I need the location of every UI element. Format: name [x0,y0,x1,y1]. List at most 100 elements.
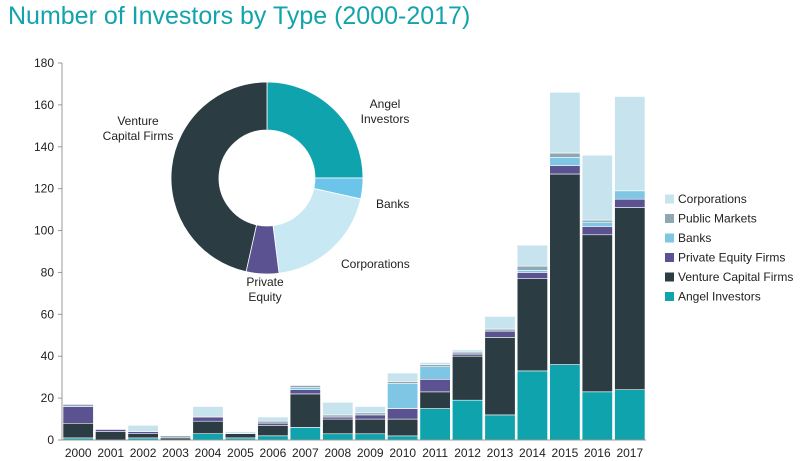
bar-2014-private-equity-firms [516,272,548,279]
bar-2010-venture-capital-firms [387,418,419,437]
x-tick-label: 2006 [260,446,287,460]
y-tick-label: 0 [47,433,54,447]
bar-2000-private-equity-firms [62,406,94,424]
legend-label: Private Equity Firms [678,251,785,265]
bar-2017-private-equity-firms [614,198,646,208]
bar-2011-venture-capital-firms [419,391,451,409]
x-tick-label: 2016 [584,446,611,460]
bar-2014-public-markets [516,265,548,271]
bar-2015-corporations [549,92,581,154]
y-tick-label: 80 [41,265,55,279]
legend-label: Banks [678,231,711,245]
x-tick-label: 2010 [389,446,416,460]
bar-2007-private-equity-firms [289,389,321,395]
bar-2004-angel-investors [192,433,224,441]
bar-2014-corporations [516,244,548,267]
x-tick-label: 2011 [422,446,448,460]
bar-2008-public-markets [322,414,354,418]
y-tick-label: 20 [41,391,55,405]
bar-2016-angel-investors [581,391,613,441]
legend: Corporations Public Markets Banks Private E… [665,192,793,304]
x-tick-label: 2012 [454,446,481,460]
bar-2006-corporations [257,416,289,422]
y-tick-label: 60 [41,307,55,321]
bars-layer [62,92,646,441]
bar-2017-angel-investors [614,389,646,441]
bar-2008-angel-investors [322,433,354,441]
bar-2007-angel-investors [289,427,321,441]
bar-2016-venture-capital-firms [581,234,613,393]
x-tick-label: 2017 [616,446,643,460]
bar-2004-corporations [192,406,224,418]
x-tick-label: 2003 [162,446,189,460]
bar-2008-venture-capital-firms [322,418,354,435]
x-tick-label: 2013 [487,446,514,460]
bar-2016-banks [581,221,613,227]
y-tick-label: 120 [34,182,54,196]
bar-2010-public-markets [387,381,419,384]
bar-2013-angel-investors [484,414,516,441]
legend-swatch [665,233,674,243]
bar-2010-corporations [387,372,419,382]
x-tick-label: 2009 [357,446,384,460]
bar-2009-angel-investors [354,433,386,441]
bar-2010-private-equity-firms [387,408,419,420]
bar-2007-venture-capital-firms [289,393,321,428]
axis-layer: 0 20 40 60 80 100 120 140 160 180 2000 2001 2002 2003… [34,56,646,460]
bar-2011-corporations [419,362,451,365]
bar-2012-private-equity-firms [451,353,483,357]
bar-2013-corporations [484,316,516,330]
x-tick-label: 2000 [65,446,92,460]
bar-2006-venture-capital-firms [257,424,289,437]
bar-2015-venture-capital-firms [549,173,581,365]
donut-slice-angel-investors [266,81,364,179]
x-tick-label: 2007 [292,446,319,460]
bar-2003-public-markets [160,435,192,439]
bar-2000-public-markets [62,404,94,407]
x-tick-label: 2004 [195,446,222,460]
bar-2016-corporations [581,154,613,221]
x-tick-label: 2014 [519,446,546,460]
legend-label: Angel Investors [678,290,761,304]
legend-swatch [665,194,674,204]
bar-2002-private-equity-firms [127,431,159,435]
legend-swatch [665,214,674,223]
x-tick-label: 2005 [227,446,254,460]
bar-2004-venture-capital-firms [192,420,224,435]
bar-2007-banks [289,387,321,391]
bar-2001-venture-capital-firms [95,431,127,441]
bar-2016-public-markets [581,219,613,223]
donut-label-angel: Angel Investors [361,97,410,126]
bar-2001-private-equity-firms [95,429,127,432]
bar-2017-banks [614,190,646,200]
donut-label-corporations: Corporations [341,257,410,271]
bar-2015-angel-investors [549,364,581,441]
bar-2016-private-equity-firms [581,226,613,236]
chart-title: Number of Investors by Type (2000-2017) [8,2,471,30]
x-tick-label: 2002 [130,446,157,460]
donut-slice-venture-capital-firms [170,81,268,273]
bar-2009-public-markets [354,412,386,416]
legend-swatch [665,292,674,301]
bar-2011-private-equity-firms [419,378,451,393]
donut-label-vc: Venture Capital Firms [103,114,174,143]
x-tick-label: 2001 [97,446,124,460]
bar-2012-venture-capital-firms [451,355,483,401]
bar-2010-angel-investors [387,435,419,441]
bar-2004-private-equity-firms [192,416,224,422]
bar-2013-venture-capital-firms [484,337,516,416]
bar-2002-corporations [127,424,159,432]
bar-2009-venture-capital-firms [354,418,386,435]
bar-2007-public-markets [289,385,321,388]
legend-swatch [665,272,674,282]
x-tick-label: 2008 [324,446,351,460]
bar-2014-banks [516,270,548,273]
y-tick-label: 100 [34,224,54,238]
y-tick-label: 180 [34,56,54,70]
donut-label-pe: Private Equity [246,275,284,304]
donut-label-banks: Banks [376,197,409,211]
bar-2005-corporations [224,431,256,435]
bar-2013-private-equity-firms [484,330,516,338]
bar-2015-public-markets [549,152,581,158]
